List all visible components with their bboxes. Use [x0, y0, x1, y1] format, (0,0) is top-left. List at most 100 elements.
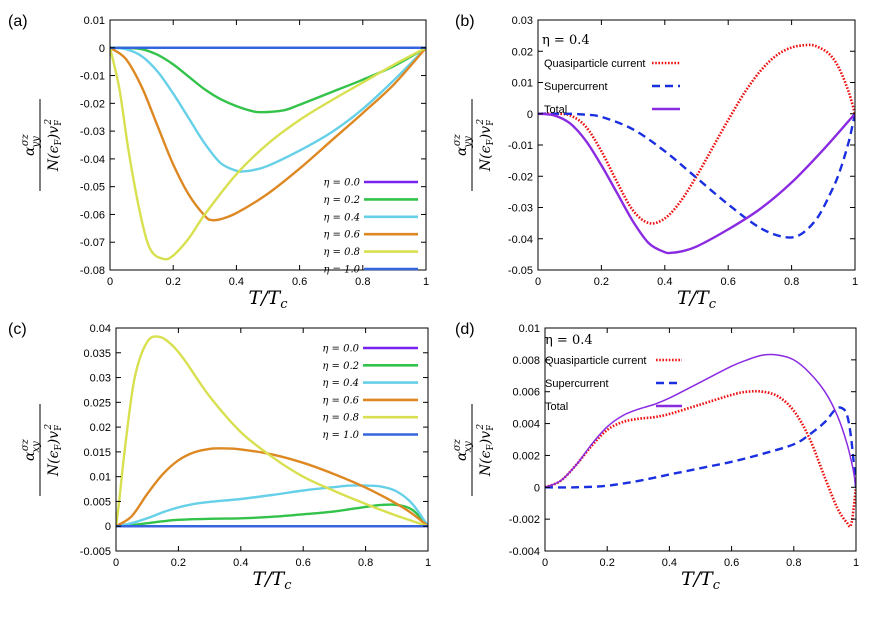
legend-label: Quasiparticle current — [545, 355, 647, 367]
y-tick-label: -0.06 — [80, 209, 105, 221]
y-tick-label: 0.01 — [84, 15, 105, 27]
svg-text:N(ϵF)vF2: N(ϵF)vF2 — [44, 119, 64, 172]
panel-b: (b) 0 0.2 0.4 0.6 0.8 1 0.03 0.02 0.01 0 -0.01 -0.02… — [452, 13, 858, 312]
y-tick-label: 0.02 — [90, 422, 111, 434]
x-tick-label: 0.8 — [786, 557, 801, 569]
svg-text:N(ϵF)vF2: N(ϵF)vF2 — [476, 424, 496, 477]
legend-label: Supercurrent — [545, 378, 609, 390]
series-line-supercurrent — [545, 406, 856, 489]
svg-text:αyyσz: αyyσz — [452, 133, 474, 156]
x-tick-label: 0.4 — [229, 276, 244, 288]
series-group — [545, 353, 856, 528]
series-line--0.6 — [116, 447, 428, 528]
series-line--0.2 — [116, 503, 428, 528]
y-tick-label: -0.02 — [508, 171, 533, 183]
x-tick-label: 0.8 — [358, 557, 373, 569]
x-tick-label: 0.4 — [233, 557, 248, 569]
x-tick-label: 1 — [852, 276, 858, 288]
svg-text:N(ϵF)vF2: N(ϵF)vF2 — [44, 424, 64, 477]
x-axis-label: T/Tc — [681, 568, 721, 593]
legend-label: Total — [544, 104, 567, 116]
legend-label: η = 0.0 — [322, 344, 359, 355]
legend-label: η = 0.2 — [323, 195, 360, 206]
y-tick-label: 0 — [99, 43, 105, 55]
y-tick-label: -0.02 — [80, 98, 105, 110]
panel-label: (a) — [8, 13, 28, 30]
y-tick-label: -0.002 — [509, 514, 540, 526]
y-tick-label: 0.01 — [90, 472, 111, 484]
y-tick-label: -0.01 — [80, 71, 105, 83]
legend-label: η = 0.4 — [323, 212, 360, 223]
x-axis-label: T/Tc — [252, 568, 292, 593]
y-tick-label: 0.025 — [83, 397, 111, 409]
legend-label: Supercurrent — [544, 81, 608, 93]
legend-label: Quasiparticle current — [544, 58, 646, 70]
series-line-total — [538, 112, 855, 255]
y-tick-label: 0.02 — [512, 46, 533, 58]
panel-label: (c) — [8, 321, 27, 338]
x-tick-label: 0 — [107, 276, 113, 288]
y-tick-label: -0.07 — [80, 237, 105, 249]
legend-label: η = 0.4 — [322, 378, 359, 389]
panel-label: (b) — [455, 13, 475, 30]
legend-label: η = 0.8 — [322, 413, 359, 424]
series-line--0.6 — [110, 46, 426, 222]
panel-d: (d) 0 0.2 0.4 0.6 0.8 1 0.01 0.008 0.006 0.004 0.00… — [452, 321, 859, 593]
y-tick-label: -0.08 — [80, 265, 105, 277]
series-line-total — [545, 353, 856, 489]
y-tick-label: 0.03 — [90, 373, 111, 385]
x-tick-label: 0.4 — [657, 276, 672, 288]
y-tick-label: -0.005 — [80, 546, 111, 558]
legend: Quasiparticle current Supercurrent Total — [544, 58, 680, 116]
legend-label: η = 0.6 — [323, 230, 360, 241]
x-tick-label: 0 — [113, 557, 119, 569]
series-line--0.8 — [116, 335, 428, 528]
series-line--0.2 — [110, 46, 426, 114]
y-tick-label: -0.04 — [80, 154, 105, 166]
legend-label: η = 0.2 — [322, 361, 359, 372]
x-tick-label: 0.6 — [292, 276, 307, 288]
legend-label: η = 1.0 — [322, 430, 359, 441]
eta-annotation: η = 0.4 — [545, 333, 593, 348]
x-tick-label: 0.8 — [355, 276, 370, 288]
y-tick-label: -0.05 — [80, 182, 105, 194]
y-tick-label: -0.05 — [508, 265, 533, 277]
panel-c: (c) 0 0.2 0.4 0.6 0.8 1 0.04 0.035 0.03 0.025 0.02 0… — [8, 321, 431, 593]
x-tick-label: 0.8 — [784, 276, 799, 288]
x-tick-label: 0.6 — [296, 557, 311, 569]
x-tick-label: 0.2 — [171, 557, 186, 569]
x-tick-label: 0.6 — [724, 557, 739, 569]
series-line--0.8 — [110, 46, 426, 261]
svg-text:αyyσz: αyyσz — [20, 133, 42, 156]
series-line--0.4 — [110, 46, 426, 173]
x-tick-label: 0.2 — [600, 557, 615, 569]
y-tick-label: -0.03 — [508, 203, 533, 215]
legend-label: η = 1.0 — [323, 265, 360, 276]
panel-a: (a) 0 0.2 0.4 0.6 0.8 1 0.01 0 -0.01 -0.02 -0.03 -0.… — [8, 13, 429, 312]
x-tick-label: 1 — [425, 557, 431, 569]
plot-frame — [544, 327, 857, 552]
svg-text:αxyσz: αxyσz — [452, 438, 474, 461]
eta-annotation: η = 0.4 — [542, 33, 590, 48]
x-tick-label: 0.6 — [721, 276, 736, 288]
y-tick-label: 0.005 — [83, 496, 111, 508]
series-line-supercurrent — [538, 112, 855, 239]
y-tick-label: -0.01 — [508, 140, 533, 152]
plot-frame — [115, 327, 429, 552]
series-line-quasiparticle-current — [538, 43, 855, 225]
legend: Quasiparticle current Supercurrent Total — [545, 355, 682, 413]
y-tick-label: 0 — [105, 521, 111, 533]
y-tick-label: 0.03 — [512, 15, 533, 27]
y-tick-label: 0.01 — [512, 78, 533, 90]
y-tick-label: 0.002 — [512, 450, 540, 462]
y-tick-label: 0.006 — [512, 387, 540, 399]
y-tick-label: -0.04 — [508, 234, 533, 246]
series-line--0.4 — [116, 484, 428, 528]
y-tick-label: -0.03 — [80, 126, 105, 138]
legend: η = 0.0 η = 0.2 η = 0.4 η = 0.6 η = 0.8 η = 1… — [322, 344, 418, 441]
x-tick-label: 0.2 — [166, 276, 181, 288]
